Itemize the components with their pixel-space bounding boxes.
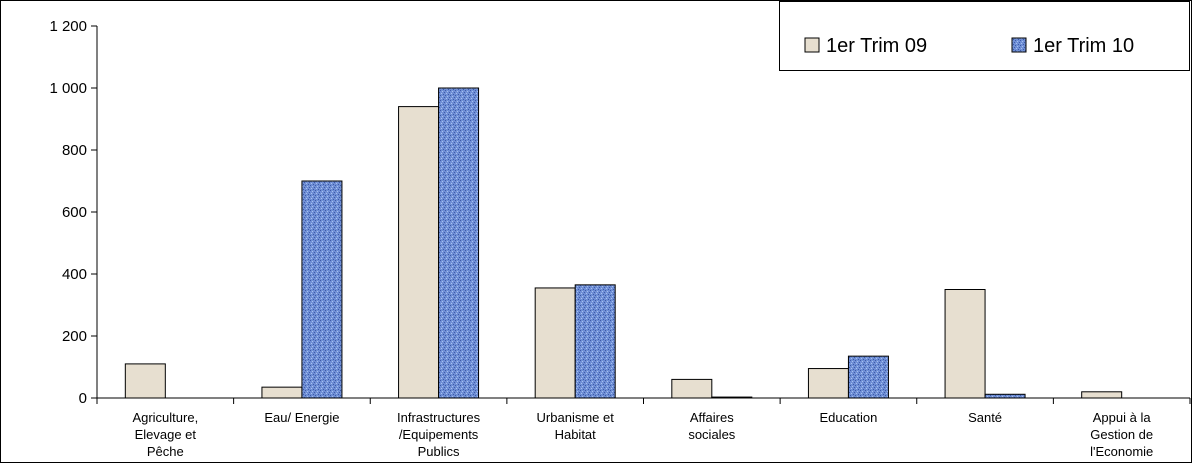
category-label: Infrastructures/Equipements Publics (397, 410, 481, 459)
y-tick-label: 400 (62, 266, 87, 283)
category-label: Urbanisme et Habitat (537, 410, 615, 442)
y-tick-label: 200 (62, 328, 87, 345)
category-label: Santé (968, 410, 1002, 425)
category-label-line: /Equipements (399, 427, 479, 442)
bar-series-1 (398, 106, 440, 399)
legend-swatch (804, 37, 820, 53)
y-tick-label: 1 000 (49, 80, 87, 97)
bar-series-2 (984, 393, 1026, 399)
y-tick-label: 0 (79, 390, 87, 407)
y-tick-label: 600 (62, 204, 87, 221)
x-axis: Agriculture, Elevage et Pêche Eau/ Energie I… (96, 397, 1191, 459)
category-label-line: Habitat (555, 427, 597, 442)
category-label: Affaires sociales (688, 410, 735, 442)
bar-series-1 (671, 378, 713, 399)
bar-series-1 (124, 363, 166, 399)
bar-series-1 (944, 289, 986, 399)
category-label-line: Pêche (147, 444, 184, 459)
category-label: Eau/ Energie (264, 410, 339, 425)
y-axis: 0 200 400 600 800 1 000 1 200 (49, 18, 98, 407)
category-label-line: Santé (968, 410, 1002, 425)
category-label-line: sociales (688, 427, 735, 442)
category-label-line: Agriculture, (132, 410, 198, 425)
category-label: Education (820, 410, 878, 425)
legend-label: 1er Trim 10 (1033, 35, 1134, 57)
legend: 1er Trim 09 1er Trim 10 (779, 1, 1190, 71)
bar-series-1 (807, 368, 849, 399)
category-label-line: Urbanisme et (537, 410, 615, 425)
bar-series-2 (301, 180, 343, 399)
legend-label: 1er Trim 09 (826, 35, 927, 57)
category-label-line: Education (820, 410, 878, 425)
bar-series-2 (574, 284, 616, 399)
category-label-line: Gestion de (1090, 427, 1153, 442)
category-label-line: Eau/ Energie (264, 410, 339, 425)
category-label: Appui à la Gestion de l'Economie (1090, 410, 1153, 459)
category-label-line: Infrastructures (397, 410, 481, 425)
bar-series-2 (711, 396, 753, 399)
category-label-line: Affaires (690, 410, 734, 425)
legend-box (779, 1, 1190, 71)
bar-series-2 (438, 87, 480, 399)
category-label: Agriculture, Elevage et Pêche (132, 410, 198, 459)
bar-series-1 (261, 386, 303, 399)
bar-series-1 (534, 287, 576, 399)
category-label-line: Publics (418, 444, 460, 459)
y-tick-label: 1 200 (49, 18, 87, 35)
category-label-line: Elevage et (135, 427, 197, 442)
bar-series-2 (847, 355, 889, 399)
bars (124, 87, 1123, 399)
category-label-line: Appui à la (1093, 410, 1152, 425)
legend-swatch (1011, 37, 1027, 53)
category-label-line: l'Economie (1090, 444, 1153, 459)
y-tick-label: 800 (62, 142, 87, 159)
bar-series-1 (1081, 391, 1123, 399)
